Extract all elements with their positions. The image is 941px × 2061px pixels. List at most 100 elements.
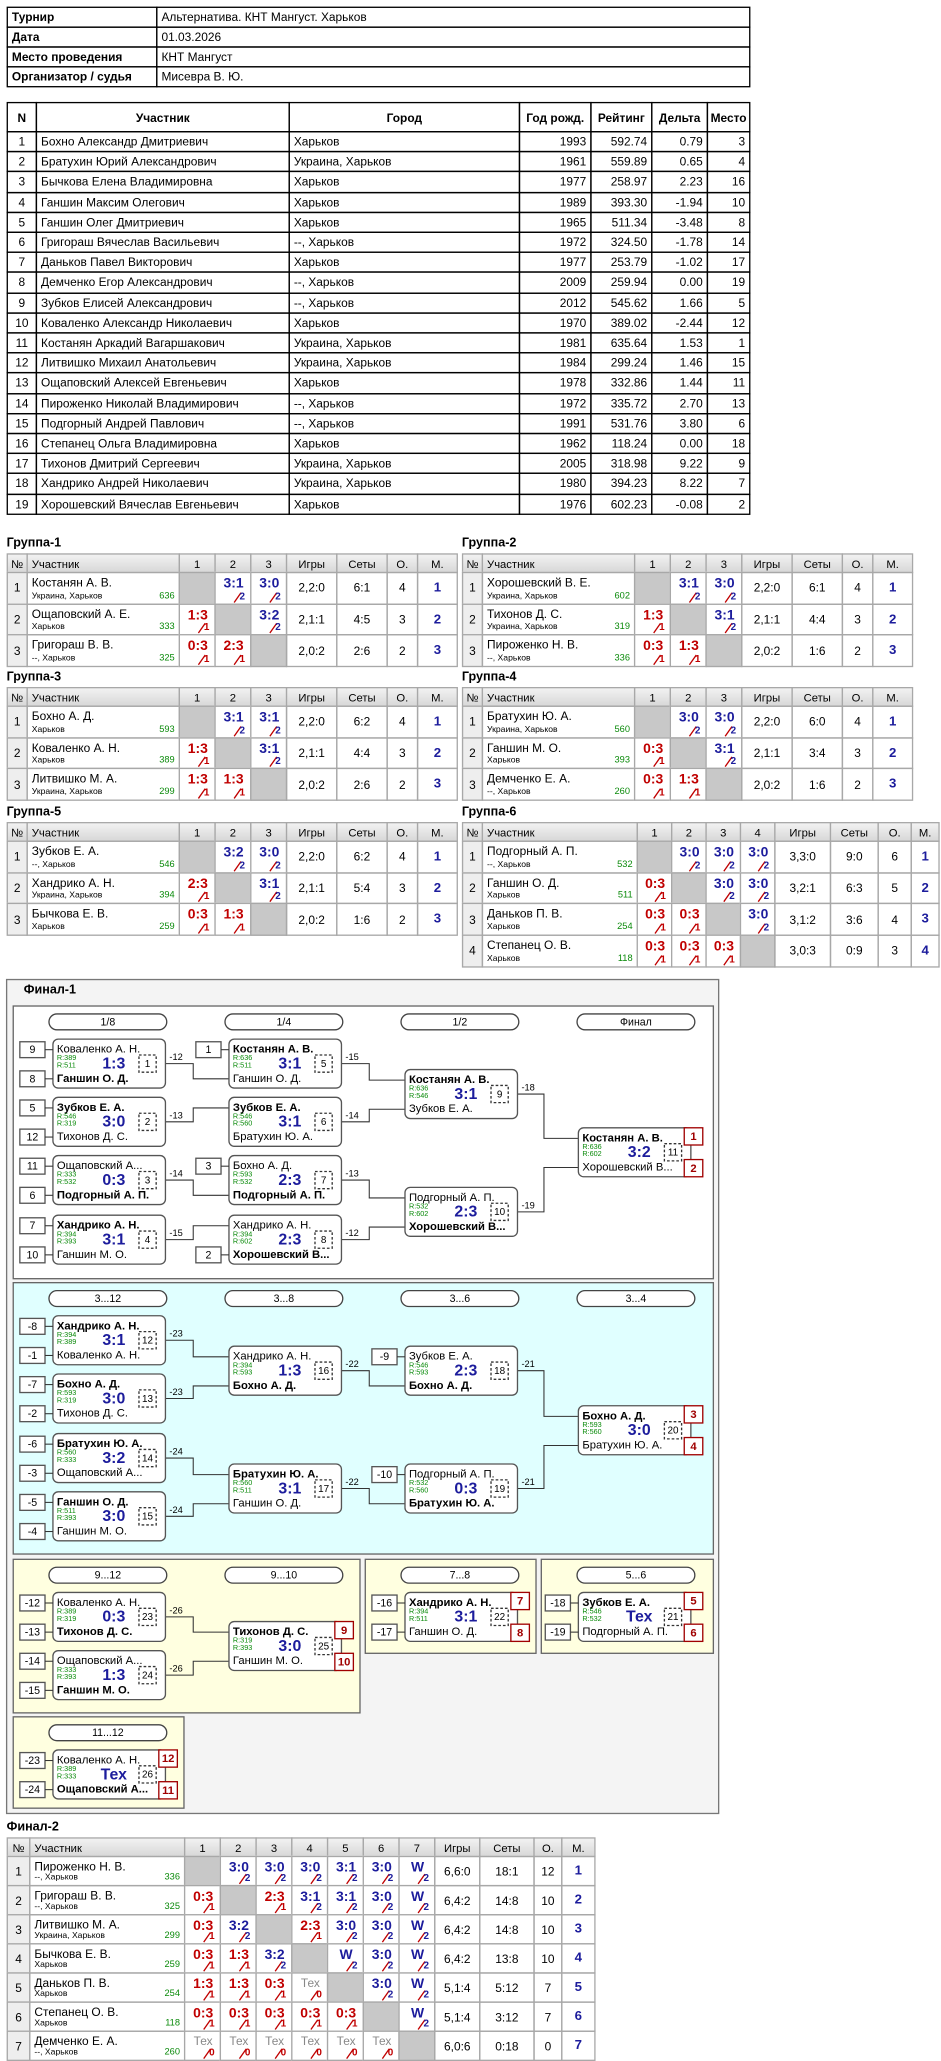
score: 1:3 (223, 772, 244, 789)
score-points: 1 (209, 2017, 215, 2030)
participants-cell: 17 (706, 251, 751, 274)
player-name: Григораш В. В. (34, 1888, 117, 1903)
match-box (404, 1186, 519, 1237)
place: 5 (561, 1972, 596, 2003)
loser-target: -12 (345, 1228, 358, 1238)
row-number: 1 (461, 705, 484, 739)
player-rating: R:560 (233, 1478, 252, 1487)
score: 3:1 (259, 740, 280, 757)
player-city: Харьков (34, 2018, 68, 2028)
score: Тех (336, 2034, 356, 2048)
player-name: Братухин Ю. А. (233, 1469, 319, 1481)
score: 2:3 (223, 638, 244, 655)
games: 6,4:2 (434, 1884, 481, 1916)
score-points: 2 (352, 1929, 358, 1942)
player-city: --, Харьков (31, 859, 76, 870)
player-city: --, Харьков (487, 787, 531, 797)
row-number: 2 (6, 603, 28, 636)
table-header: Игры (774, 822, 832, 842)
score-cell: Тех 0 (326, 2030, 364, 2061)
score-points: 1 (239, 786, 246, 799)
score: 0:3 (193, 1888, 214, 1905)
row-number: 2 (6, 871, 28, 905)
score-cell: 2:3 1 (291, 1914, 329, 1945)
match-number-box (314, 1361, 333, 1380)
score-cell: Тех 0 (362, 2030, 400, 2061)
seed-label: 10 (27, 1249, 39, 1261)
seed-label: -13 (25, 1627, 40, 1639)
table-header: М. (416, 553, 458, 574)
match-score: 3:0 (278, 1638, 301, 1655)
score-points: 1 (239, 652, 246, 665)
place-box (510, 1591, 531, 1611)
stage-label: 3...8 (274, 1293, 295, 1305)
score: 3:1 (336, 1888, 357, 1905)
score: 3:0 (713, 844, 734, 861)
score-points: 2 (387, 1900, 394, 1913)
score-cell: 3:0 2 (250, 840, 288, 874)
table-header: Участник (29, 1837, 186, 1858)
participants-cell: Харьков (288, 493, 521, 515)
player-rating: R:532 (409, 1478, 428, 1487)
sets: 13:8 (479, 1943, 535, 1974)
participants-cell: 2.70 (651, 392, 709, 415)
score-points: 2 (763, 921, 770, 934)
participants-cell: Братухин Юрий Александрович (35, 151, 290, 173)
score: 0:3 (336, 2005, 357, 2022)
participants-cell: 0.79 (651, 131, 709, 153)
player-rating: R:636 (233, 1053, 252, 1062)
row-number: 1 (461, 840, 484, 874)
player-name: Бохно А. Д. (57, 1379, 120, 1391)
player-rating: 299 (164, 1931, 180, 1941)
player-cell: Хорошевский В. Е. Украина, Харьков 602 (481, 571, 636, 605)
sets: 6:2 (336, 705, 388, 739)
score-cell: 3:1 2 (326, 1884, 364, 1916)
connector (165, 1616, 229, 1633)
score-cell: 0:3 1 (183, 1943, 222, 1974)
score: 3:0 (259, 844, 280, 861)
seed-label: -18 (550, 1597, 565, 1609)
score-cell: 0:3 1 (178, 903, 216, 936)
player-city: Украина, Харьков (34, 1931, 105, 1941)
score: 0:3 (187, 907, 208, 924)
stage-label: Финал (620, 1016, 652, 1028)
match-number: 19 (494, 1484, 506, 1495)
participants-cell: 1.66 (651, 291, 709, 314)
connector (517, 1093, 579, 1139)
score-cell: 3:1 2 (669, 571, 707, 605)
score: W (410, 1976, 425, 1993)
player-name: Ганшин О. Д. (409, 1626, 477, 1638)
player-name: Коваленко А. Н. (57, 1754, 140, 1766)
player-cell: Литвишко М. А. Украина, Харьков 299 (29, 1914, 186, 1945)
score: 3:0 (714, 709, 735, 726)
player-rating: 393 (614, 756, 630, 766)
score: 0:3 (645, 907, 666, 924)
player-rating: R:532 (409, 1201, 428, 1210)
seed-label: -15 (25, 1685, 40, 1697)
points: 10 (533, 1884, 563, 1916)
participants-cell: 10 (6, 312, 38, 334)
participants-cell: 1976 (518, 493, 592, 515)
score-cell: 2:3 1 (214, 634, 252, 668)
points: 3 (386, 736, 419, 770)
player-cell: Ощаповский А. Е. Харьков 333 (26, 603, 180, 636)
player-city: Харьков (31, 622, 65, 632)
sets: 6:1 (336, 571, 388, 605)
score-points: 0 (352, 2046, 358, 2059)
player-cell: Григораш В. В. --, Харьков 325 (29, 1884, 186, 1916)
score-points: 2 (239, 589, 246, 602)
table-title: Группа-3 (6, 669, 62, 685)
score-points: 0 (244, 2046, 251, 2059)
place: 3 (416, 634, 458, 668)
score-cell: 3:1 2 (250, 705, 288, 739)
player-name: Ганшин М. О. (57, 1684, 130, 1696)
place: 2 (872, 603, 914, 636)
place: 1 (872, 705, 914, 739)
place-box (334, 1652, 355, 1672)
score: Тех (265, 2034, 285, 2048)
player-rating: R:394 (233, 1229, 252, 1238)
player-cell: Пироженко Н. В. --, Харьков 336 (481, 634, 636, 668)
player-name: Тихонов Д. С. (487, 607, 563, 621)
player-rating: R:546 (233, 1111, 252, 1120)
match-box (404, 1591, 519, 1643)
